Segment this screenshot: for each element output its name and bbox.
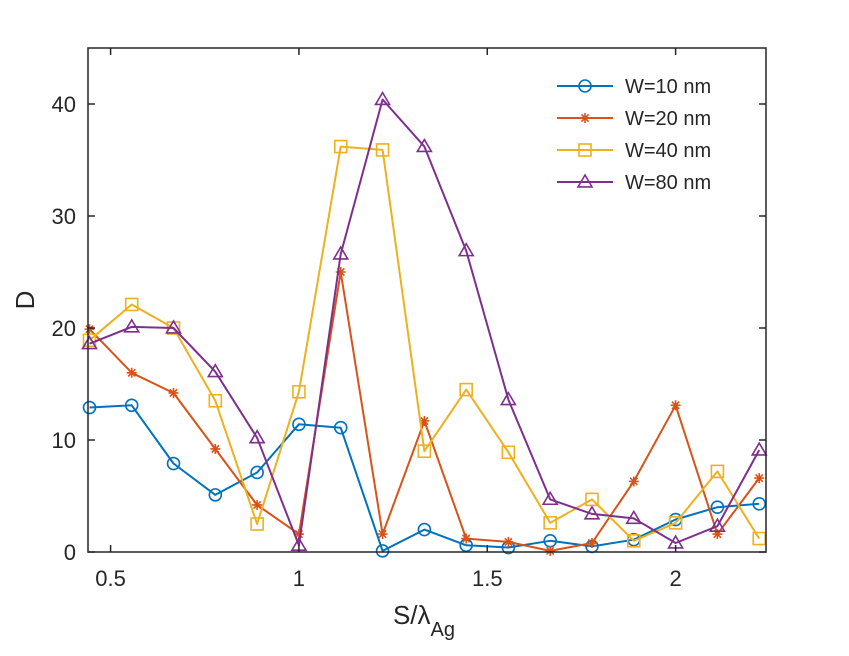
legend-box <box>548 64 758 204</box>
data-point <box>710 464 725 479</box>
y-axis-label: D <box>10 291 40 310</box>
data-point <box>670 400 681 411</box>
data-point <box>709 517 726 532</box>
series-w-20-nm <box>84 267 765 556</box>
data-point <box>375 544 390 558</box>
data-point <box>459 382 473 397</box>
series-line-w-10-nm <box>89 404 760 552</box>
series-layer <box>81 90 768 558</box>
data-point <box>208 488 223 502</box>
data-point <box>250 465 264 480</box>
legend-item-w-10-nm: W=10 nm <box>557 76 711 98</box>
data-point <box>248 429 266 444</box>
data-point <box>752 497 767 511</box>
data-point <box>166 456 181 471</box>
legend-marker <box>578 79 592 93</box>
data-point <box>503 536 514 547</box>
data-point <box>206 363 224 378</box>
data-point <box>377 529 388 540</box>
data-point <box>499 391 517 406</box>
legend-label: W=40 nm <box>625 140 711 162</box>
data-point <box>710 500 725 515</box>
data-point <box>168 387 179 398</box>
data-point <box>457 242 475 257</box>
series-w-80-nm <box>81 90 768 551</box>
series-line-w-20-nm <box>88 271 761 552</box>
data-point <box>586 538 597 549</box>
data-point <box>543 516 557 530</box>
data-point <box>124 398 139 413</box>
data-point <box>419 415 430 426</box>
data-point <box>81 335 98 350</box>
legend-label: W=20 nm <box>625 108 711 130</box>
data-point <box>126 367 137 378</box>
y-tick-label: 30 <box>52 204 76 229</box>
data-point <box>374 90 391 106</box>
x-tick-label: 1 <box>293 566 305 591</box>
legend-marker <box>576 173 594 188</box>
data-point <box>292 417 306 432</box>
legend-item-w-20-nm: W=20 nm <box>557 108 711 130</box>
data-point <box>461 533 472 544</box>
legend-label: W=10 nm <box>625 76 711 98</box>
y-tick-label: 20 <box>52 316 76 341</box>
y-tick-label: 0 <box>64 540 76 565</box>
data-point <box>501 445 516 460</box>
data-point <box>332 245 350 260</box>
data-point <box>754 473 765 484</box>
data-point <box>628 476 639 487</box>
data-point <box>292 385 306 399</box>
data-point <box>626 533 641 548</box>
data-point <box>541 490 559 506</box>
legend-item-w-40-nm: W=40 nm <box>557 140 711 162</box>
legend-marker <box>578 143 592 157</box>
data-point <box>124 297 139 312</box>
data-point <box>82 400 97 415</box>
data-point <box>293 529 304 540</box>
data-point <box>415 137 433 153</box>
data-point <box>625 509 643 525</box>
data-point <box>375 143 390 157</box>
x-tick-label: 1.5 <box>472 566 503 591</box>
legend: W=10 nm W=20 nm W=40 nm W=80 nm <box>548 64 758 204</box>
data-point <box>712 529 723 540</box>
legend-item-w-80-nm: W=80 nm <box>557 172 711 194</box>
y-tick-label: 40 <box>52 92 76 117</box>
data-point <box>668 516 683 530</box>
x-tick-label: 0.5 <box>95 566 126 591</box>
data-point <box>417 444 432 459</box>
legend-label: W=80 nm <box>625 172 711 194</box>
data-point <box>333 420 348 435</box>
data-point <box>123 318 141 333</box>
y-tick-label: 10 <box>52 428 76 453</box>
x-axis-label-main: S/λ <box>393 600 431 630</box>
x-tick-label: 2 <box>669 566 681 591</box>
data-point <box>335 267 346 277</box>
plot-frame <box>87 47 767 553</box>
data-point <box>208 393 223 408</box>
data-point <box>750 441 768 456</box>
data-point <box>417 522 432 537</box>
data-point <box>545 545 556 556</box>
series-line-w-80-nm <box>89 98 761 547</box>
data-point <box>583 505 601 520</box>
data-point <box>250 517 264 531</box>
data-point <box>252 499 263 510</box>
x-axis-label-subscript: Ag <box>431 619 455 641</box>
data-point <box>84 324 95 335</box>
x-axis-label: S/λAg <box>393 600 455 641</box>
series-line-w-40-nm <box>88 145 761 542</box>
data-point <box>210 443 221 454</box>
series-w-40-nm <box>82 139 767 548</box>
data-point <box>333 139 348 154</box>
data-point <box>165 319 182 334</box>
legend-marker <box>580 113 590 123</box>
data-point <box>752 531 767 546</box>
